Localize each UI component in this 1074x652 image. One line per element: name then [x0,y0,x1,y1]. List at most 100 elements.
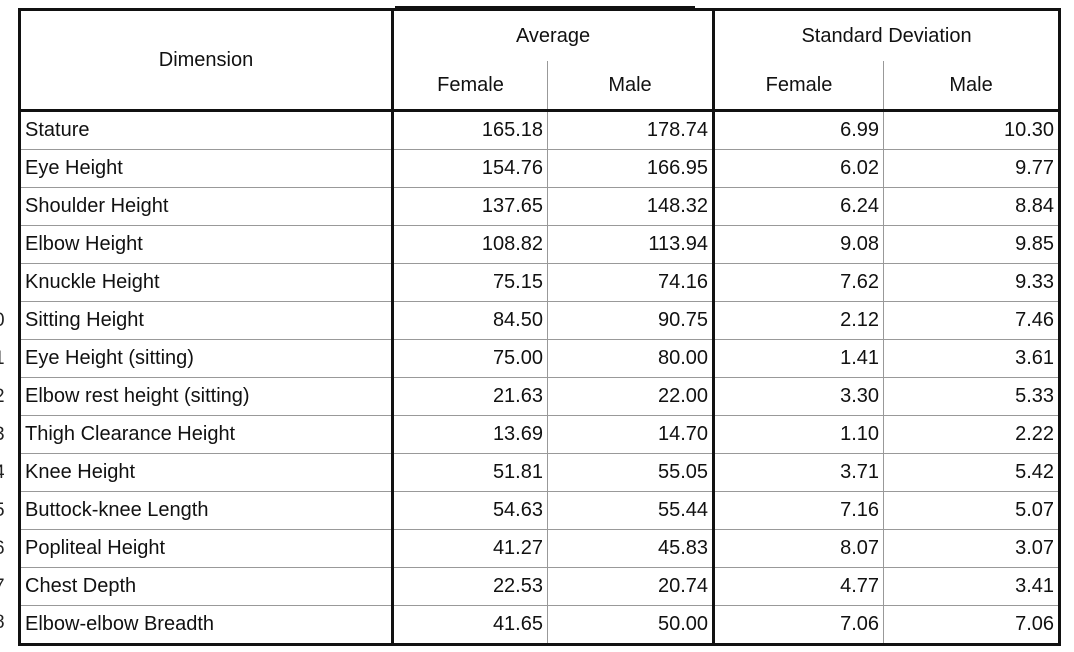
sd-female-cell[interactable]: 3.30 [713,377,885,416]
sd-female-cell[interactable]: 6.99 [713,110,885,150]
sd-male-cell[interactable]: 10.30 [883,110,1060,150]
average-male-cell[interactable]: 55.05 [547,453,716,492]
header-dimension[interactable]: Dimension [19,9,394,112]
average-male-cell[interactable]: 90.75 [547,301,716,340]
average-male-cell[interactable]: 178.74 [547,110,716,150]
dimension-cell[interactable]: Buttock-knee Length [19,491,394,530]
table-row: Stature 165.18 178.74 6.99 10.30 [19,110,1060,150]
table-row: Buttock-knee Length 54.63 55.44 7.16 5.07 [19,491,1060,530]
row-number[interactable]: 6 [0,530,8,568]
sd-female-cell[interactable]: 7.62 [713,263,885,302]
average-male-cell[interactable]: 14.70 [547,415,716,454]
header-average[interactable]: Average [392,9,716,61]
sd-male-cell[interactable]: 9.33 [883,263,1060,302]
table-row: Eye Height (sitting) 75.00 80.00 1.41 3.61 [19,339,1060,378]
sd-male-cell[interactable]: 8.84 [883,187,1060,226]
dimension-cell[interactable]: Shoulder Height [19,187,394,226]
average-female-cell[interactable]: 13.69 [392,415,548,454]
sd-male-cell[interactable]: 9.77 [883,149,1060,188]
previous-cell-border [395,0,695,8]
average-female-cell[interactable]: 75.00 [392,339,548,378]
row-number[interactable]: 3 [0,416,8,454]
table-row: Knuckle Height 75.15 74.16 7.62 9.33 [19,263,1060,302]
sd-female-cell[interactable]: 6.02 [713,149,885,188]
dimension-cell[interactable]: Elbow-elbow Breadth [19,605,394,645]
average-female-cell[interactable]: 22.53 [392,567,548,606]
dimension-cell[interactable]: Eye Height (sitting) [19,339,394,378]
average-male-cell[interactable]: 50.00 [547,605,716,645]
average-female-cell[interactable]: 137.65 [392,187,548,226]
header-sd-male[interactable]: Male [883,61,1060,112]
average-male-cell[interactable]: 20.74 [547,567,716,606]
row-number[interactable]: 8 [0,604,8,642]
table-row: Chest Depth 22.53 20.74 4.77 3.41 [19,567,1060,606]
average-female-cell[interactable]: 41.65 [392,605,548,645]
average-male-cell[interactable]: 166.95 [547,149,716,188]
average-female-cell[interactable]: 21.63 [392,377,548,416]
row-number[interactable]: 0 [0,302,8,340]
row-number[interactable]: 2 [0,378,8,416]
row-number[interactable]: 5 [0,492,8,530]
average-male-cell[interactable]: 55.44 [547,491,716,530]
sd-female-cell[interactable]: 4.77 [713,567,885,606]
dimension-cell[interactable]: Chest Depth [19,567,394,606]
sd-female-cell[interactable]: 2.12 [713,301,885,340]
sd-male-cell[interactable]: 5.33 [883,377,1060,416]
row-number[interactable]: 7 [0,568,8,606]
sd-female-cell[interactable]: 3.71 [713,453,885,492]
average-male-cell[interactable]: 74.16 [547,263,716,302]
average-male-cell[interactable]: 45.83 [547,529,716,568]
sd-male-cell[interactable]: 5.42 [883,453,1060,492]
average-female-cell[interactable]: 75.15 [392,263,548,302]
sd-male-cell[interactable]: 9.85 [883,225,1060,264]
average-male-cell[interactable]: 148.32 [547,187,716,226]
header-standard-deviation[interactable]: Standard Deviation [801,24,972,47]
average-female-cell[interactable]: 108.82 [392,225,548,264]
average-female-cell[interactable]: 54.63 [392,491,548,530]
row-number[interactable]: 1 [0,340,8,378]
sd-male-cell[interactable]: 3.41 [883,567,1060,606]
dimension-cell[interactable]: Eye Height [19,149,394,188]
row-number-gutter: 0 1 2 3 4 5 6 7 8 [0,0,12,652]
sd-male-cell[interactable]: 2.22 [883,415,1060,454]
sd-female-cell[interactable]: 7.06 [713,605,885,645]
sd-male-cell[interactable]: 3.07 [883,529,1060,568]
dimension-cell[interactable]: Elbow rest height (sitting) [19,377,394,416]
table-body: Stature 165.18 178.74 6.99 10.30 Eye Height 15… [19,110,1060,645]
sd-male-cell[interactable]: 7.06 [883,605,1060,645]
dimension-cell[interactable]: Stature [19,110,394,150]
average-female-cell[interactable]: 51.81 [392,453,548,492]
header-sd-female[interactable]: Female [713,61,885,112]
table-row: Elbow Height 108.82 113.94 9.08 9.85 [19,225,1060,264]
row-number[interactable]: 4 [0,454,8,492]
dimension-cell[interactable]: Knuckle Height [19,263,394,302]
sd-male-cell[interactable]: 5.07 [883,491,1060,530]
average-female-cell[interactable]: 154.76 [392,149,548,188]
sd-female-cell[interactable]: 8.07 [713,529,885,568]
sd-female-cell[interactable]: 1.10 [713,415,885,454]
dimension-cell[interactable]: Knee Height [19,453,394,492]
sd-female-cell[interactable]: 6.24 [713,187,885,226]
dimension-cell[interactable]: Elbow Height [19,225,394,264]
sd-male-cell[interactable]: 7.46 [883,301,1060,340]
average-male-cell[interactable]: 80.00 [547,339,716,378]
average-female-cell[interactable]: 84.50 [392,301,548,340]
sd-female-cell[interactable]: 9.08 [713,225,885,264]
average-female-cell[interactable]: 165.18 [392,110,548,150]
dimension-cell[interactable]: Sitting Height [19,301,394,340]
anthropometric-table: Dimension Average Standard Deviation Fem… [18,8,1062,646]
sd-female-cell[interactable]: 7.16 [713,491,885,530]
dimension-cell[interactable]: Popliteal Height [19,529,394,568]
sd-male-cell[interactable]: 3.61 [883,339,1060,378]
dimension-cell[interactable]: Thigh Clearance Height [19,415,394,454]
table-row: Sitting Height 84.50 90.75 2.12 7.46 [19,301,1060,340]
sd-female-cell[interactable]: 1.41 [713,339,885,378]
table-row: Knee Height 51.81 55.05 3.71 5.42 [19,453,1060,492]
average-male-cell[interactable]: 22.00 [547,377,716,416]
average-female-cell[interactable]: 41.27 [392,529,548,568]
table-row: Popliteal Height 41.27 45.83 8.07 3.07 [19,529,1060,568]
table-row: Elbow rest height (sitting) 21.63 22.00 3.3… [19,377,1060,416]
average-male-cell[interactable]: 113.94 [547,225,716,264]
header-average-female[interactable]: Female [392,61,548,112]
header-average-male[interactable]: Male [547,61,716,112]
